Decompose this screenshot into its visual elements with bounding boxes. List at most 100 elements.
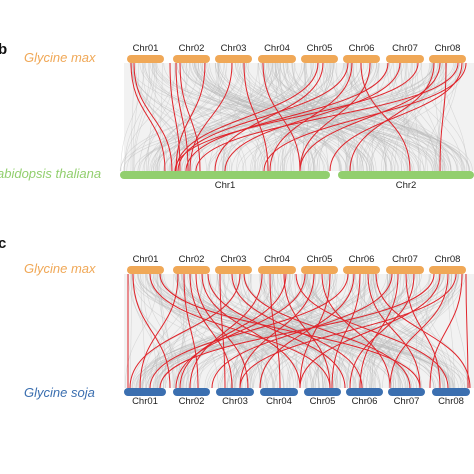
panel-b-gray-link (248, 62, 266, 172)
panel-b-gray-link (286, 62, 350, 172)
panel-c-gray-link (161, 273, 403, 389)
panel-c-red-link (183, 273, 199, 389)
panel-b-top-chr02-label: Chr02 (179, 43, 205, 54)
panel-b-gray-link (195, 62, 355, 172)
panel-b-gray-link (305, 62, 392, 172)
panel-c-top-species-label: Glycine max (24, 261, 96, 276)
panel-b-gray-link (142, 62, 310, 172)
panel-c-gray-link (392, 273, 440, 389)
panel-b-letter: b (0, 41, 7, 58)
panel-c-gray-link (231, 273, 390, 389)
panel-c-gray-link (260, 273, 265, 389)
panel-c-gray-link (177, 273, 189, 389)
panel-b-gray-link (253, 62, 433, 172)
panel-b-gray-link (291, 62, 395, 172)
panel-c-top-chr03-label: Chr03 (221, 254, 247, 265)
panel-c-gray-link (287, 273, 381, 389)
panel-c-red-link (139, 273, 179, 389)
panel-c-gray-link (372, 273, 441, 389)
panel-b-gray-link (222, 62, 269, 172)
panel-c-gray-link (141, 273, 252, 389)
panel-b-gray-link (336, 62, 340, 172)
panel-b-gray-link (214, 62, 263, 172)
panel-c: c Glycine max Glycine soja Chr01 Chr02 Chr… (0, 235, 474, 407)
panel-c-bottom-chr02-label: Chr02 (179, 396, 205, 407)
panel-b-gray-link (126, 62, 274, 172)
panel-c-top-chr02 (173, 266, 210, 274)
panel-b-gray-link (322, 62, 444, 172)
panel-c-gray-link (140, 273, 146, 389)
panel-b-gray-link (132, 62, 190, 172)
panel-b-gray-link (194, 62, 314, 172)
panel-b-gray-link (237, 62, 456, 172)
panel-c-top-chr04 (258, 266, 296, 274)
panel-b-gray-link (148, 62, 192, 172)
panel-b-gray-link (264, 62, 295, 172)
panel-b-gray-link (368, 62, 464, 172)
panel-b-gray-link (192, 62, 409, 172)
panel-c-red-link (299, 273, 331, 389)
panel-c-gray-link (230, 273, 411, 389)
panel-c-top-chromosomes: Chr01 Chr02 Chr03 Chr04 Chr05 Chr06 Chr07 Chr08 (127, 254, 466, 274)
panel-c-gray-link (209, 273, 324, 389)
panel-c-red-link (389, 273, 449, 389)
panel-b-top-chr08-label: Chr08 (435, 43, 461, 54)
panel-b-gray-link (282, 62, 349, 172)
panel-b-gray-link (304, 62, 379, 172)
panel-b-gray-link (328, 62, 387, 172)
panel-b-red-link (329, 62, 463, 172)
panel-c-top-chr07 (386, 266, 424, 274)
panel-b-gray-link (256, 62, 330, 172)
panel-c-gray-link (373, 273, 453, 389)
panel-c-gray-link (156, 273, 218, 389)
panel-b-gray-link (203, 62, 330, 172)
panel-b-gray-link (130, 62, 135, 172)
panel-b-gray-link (389, 62, 438, 172)
panel-c-top-chr01 (127, 266, 164, 274)
panel-b-gray-link (279, 62, 464, 172)
panel-b-gray-link (143, 62, 329, 172)
panel-c-gray-link (359, 273, 447, 389)
panel-c-red-link (243, 273, 411, 389)
panel-c-red-link (465, 273, 469, 389)
panel-c-gray-link (359, 273, 371, 389)
panel-c-gray-link (131, 273, 361, 389)
panel-c-gray-link (391, 273, 450, 389)
panel-b-gray-link (131, 62, 189, 172)
panel-c-red-link (405, 273, 441, 389)
panel-b-gray-link (358, 62, 398, 172)
panel-c-gray-link (207, 273, 253, 389)
panel-c-gray-link (231, 273, 440, 389)
panel-c-red-link (159, 273, 421, 389)
panel-c-gray-link (303, 273, 445, 389)
panel-c-top-chr07-label: Chr07 (392, 254, 418, 265)
panel-b-gray-link (147, 62, 157, 172)
panel-c-gray-link (267, 273, 460, 389)
panel-c-gray-link (387, 273, 469, 389)
panel-c-gray-link (132, 273, 241, 389)
panel-c-bottom-chr06-label: Chr06 (352, 396, 378, 407)
panel-b-top-chr04 (258, 55, 296, 63)
panel-c-bottom-chr01 (124, 388, 166, 396)
panel-b-gray-link (154, 62, 368, 172)
panel-c-gray-link (137, 273, 337, 389)
panel-c-gray-link (151, 273, 393, 389)
panel-b-gray-link (283, 62, 352, 172)
panel-c-gray-link (223, 273, 261, 389)
panel-b-red-link (169, 62, 181, 172)
panel-c-gray-link (160, 273, 166, 389)
panel-b-gray-link (314, 62, 328, 172)
panel-c-top-chr05 (301, 266, 338, 274)
panel-b-gray-link (150, 62, 273, 172)
panel-c-gray-link (374, 273, 399, 389)
panel-b-gray-link (231, 62, 377, 172)
panel-c-gray-link (366, 273, 395, 389)
panel-b-gray-link (258, 62, 446, 172)
panel-c-gray-link (242, 273, 290, 389)
panel-c-gray-link (145, 273, 275, 389)
panel-c-gray-link (312, 273, 367, 389)
panel-c-gray-link (145, 273, 269, 389)
panel-c-gray-link (228, 273, 459, 389)
panel-c-gray-link (265, 273, 466, 389)
